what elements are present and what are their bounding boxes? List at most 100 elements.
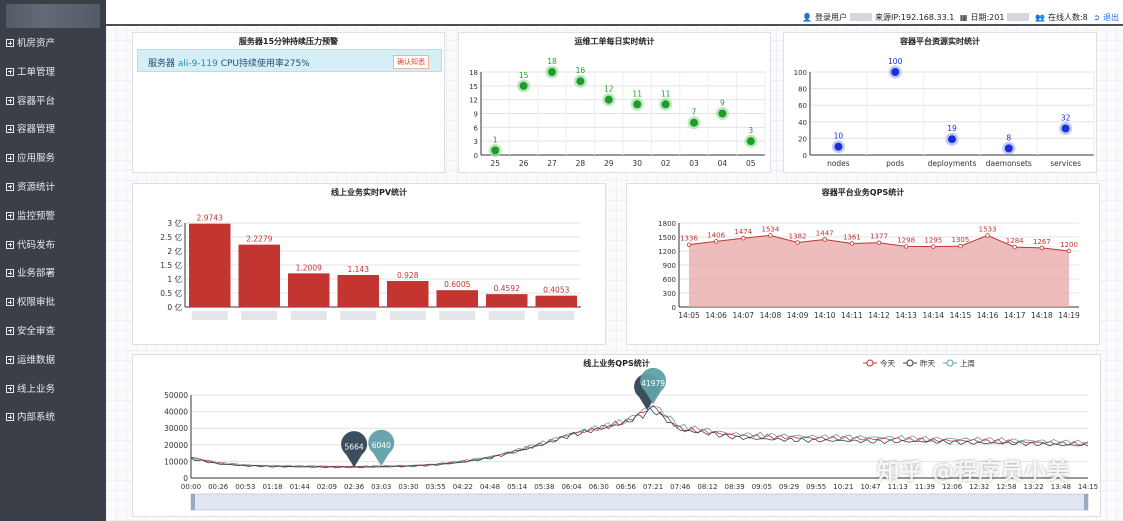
data-label: 1447 [816, 229, 834, 237]
legend-marker [946, 359, 954, 367]
bar-value-label: 0.928 [397, 271, 419, 280]
x-tick-label: 03:30 [398, 483, 418, 491]
x-tick-label: 12:58 [996, 483, 1016, 491]
data-point [1066, 248, 1072, 254]
data-point [948, 135, 956, 144]
x-tick-label: 11:39 [915, 483, 935, 491]
y-tick-label: 1500 [658, 234, 676, 242]
x-tick-label: 02 [661, 159, 671, 168]
sidebar-item[interactable]: 监控预警 [0, 203, 106, 232]
marker-pin [368, 429, 395, 467]
container-chart-title: 容器平台资源实时统计 [900, 37, 980, 46]
data-label: 7 [692, 108, 697, 117]
online-count: 在线人数:8 [1047, 13, 1088, 22]
x-tick-label: 12:06 [942, 483, 963, 491]
sidebar-item[interactable]: 工单管理 [0, 59, 106, 88]
x-tick-label: 14:15 [1078, 483, 1098, 491]
data-point [1039, 245, 1045, 251]
y-tick-label: 0.5 亿 [160, 288, 182, 298]
sidebar-item[interactable]: 机房资产 [0, 30, 106, 59]
y-tick-label: 15 [469, 83, 478, 91]
data-label: 1200 [1060, 241, 1078, 249]
legend-marker [866, 359, 874, 367]
sidebar-menu: 机房资产 工单管理 容器平台 容器管理 应用服务 资源统计监控预警代码发布业务部署权限审批… [0, 30, 106, 433]
expand-icon [6, 240, 14, 249]
data-point [985, 233, 990, 238]
data-point [834, 142, 843, 151]
data-label: 12 [604, 85, 614, 94]
logout-link[interactable]: 退出 [1103, 13, 1119, 22]
data-label: 1474 [734, 228, 752, 236]
redacted-category-label [488, 311, 525, 320]
data-point [686, 242, 692, 247]
data-point [849, 241, 855, 246]
sidebar-item[interactable]: 业务部署 [0, 260, 106, 289]
online-qps-chart: 0 10000 20000 30000 40000 50000 今天 昨天 上周 00:00 00:… [164, 358, 1098, 511]
user-icon: 👤 [802, 13, 813, 22]
data-label: 9 [720, 99, 725, 108]
data-label: 18 [547, 57, 557, 66]
online-qps-panel: 线上业务QPS统计 0 10000 20000 30000 40000 50000 今天 昨天… [132, 354, 1101, 517]
x-tick-label: 11:13 [888, 483, 908, 491]
data-point [931, 244, 936, 249]
sidebar: 机房资产 工单管理 容器平台 容器管理 应用服务 资源统计监控预警代码发布业务部署权限审批… [0, 0, 106, 521]
data-point [1061, 124, 1070, 133]
bar-value-label: 2.2279 [246, 235, 272, 244]
alert-panel-title: 服务器15分钟持续压力预警 [238, 37, 339, 46]
x-tick-label: 14:06 [705, 311, 727, 320]
slider-handle-left[interactable] [191, 494, 195, 510]
sidebar-item-label: 安全审查 [17, 325, 56, 337]
sidebar-item[interactable]: 安全审查 [0, 318, 106, 347]
bar [387, 281, 429, 307]
logout-icon[interactable]: ➲ [1093, 13, 1100, 22]
sidebar-item-label: 权限审批 [17, 297, 56, 309]
x-tick-label: 25 [490, 159, 500, 168]
x-tick-label: 27 [547, 159, 557, 168]
x-tick-label: 09:05 [752, 483, 772, 491]
alert-prefix: 服务器 [148, 59, 176, 69]
data-label: 1336 [680, 235, 698, 243]
marker-label: 6040 [372, 441, 391, 450]
data-label: 10 [834, 132, 844, 141]
data-point [576, 77, 585, 86]
sidebar-item-label: 监控预警 [17, 210, 56, 222]
x-tick-label: 02:09 [317, 483, 337, 491]
x-tick-label: 05:38 [534, 483, 554, 491]
x-tick-label: services [1050, 159, 1081, 168]
marker-label: 5664 [345, 442, 364, 451]
sidebar-item-label: 代码发布 [17, 239, 56, 251]
bar-value-label: 0.4053 [543, 286, 569, 295]
redacted-category-label [340, 311, 377, 320]
redacted-category-label [538, 311, 575, 320]
sidebar-item[interactable]: 代码发布 [0, 232, 106, 261]
sidebar-item[interactable]: 应用服务 [0, 145, 106, 174]
sidebar-item[interactable]: 资源统计 [0, 174, 106, 203]
sidebar-item[interactable]: 线上业务 [0, 376, 106, 405]
sidebar-item[interactable]: 运维数据 [0, 347, 106, 376]
data-point [713, 239, 719, 244]
y-tick-label: 100 [794, 69, 807, 77]
x-tick-label: 07:46 [670, 483, 691, 491]
bar-value-label: 1.143 [348, 265, 370, 274]
y-tick-label: 600 [663, 276, 676, 284]
y-tick-label: 40000 [164, 408, 188, 417]
topbar: 👤 登录用户 来源IP:192.168.33.1 ▦ 日期:201 👥 在线人数:8 ➲… [106, 0, 1123, 26]
slider-handle-right[interactable] [1084, 494, 1088, 510]
confirm-button[interactable]: 确认知悉 [393, 55, 429, 69]
sidebar-item-label: 线上业务 [17, 383, 56, 395]
x-tick-label: 30 [632, 159, 642, 168]
data-label: 1533 [979, 225, 997, 233]
sidebar-item[interactable]: 容器平台 [0, 88, 106, 117]
x-tick-label: 05 [746, 159, 756, 168]
data-point [741, 236, 746, 241]
sidebar-item[interactable]: 内部系统 [0, 404, 106, 433]
x-tick-label: 02:36 [344, 483, 365, 491]
x-tick-label: 26 [519, 159, 529, 168]
y-tick-label: 10000 [164, 457, 188, 466]
sidebar-item[interactable]: 容器管理 [0, 116, 106, 145]
expand-icon [6, 211, 14, 220]
series-line [190, 407, 1089, 469]
series-line [190, 405, 1089, 468]
container-qps-chart: 0 300 600 900 1200 1500 1800 1336 14:05 1406 14:06… [658, 220, 1080, 320]
sidebar-item[interactable]: 权限审批 [0, 289, 106, 318]
